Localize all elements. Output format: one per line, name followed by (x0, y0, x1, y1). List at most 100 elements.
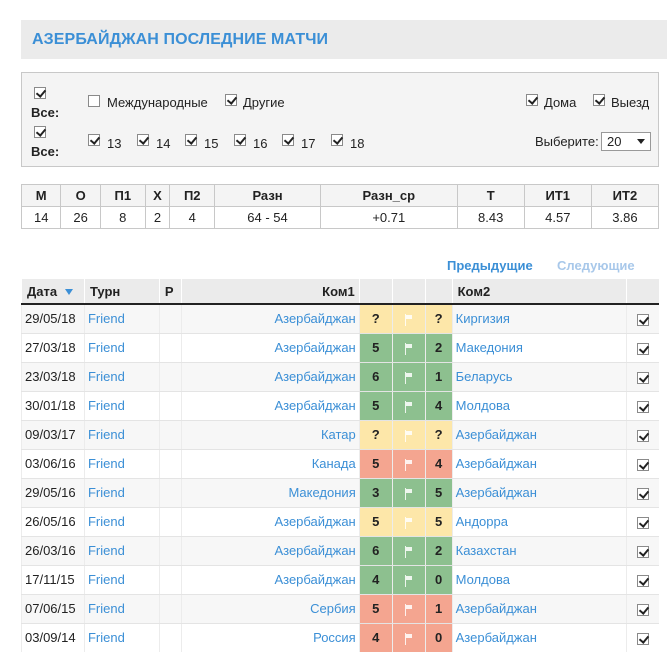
flag-cell[interactable] (391, 536, 426, 566)
flag-cell[interactable] (391, 333, 426, 363)
flag-cell[interactable] (391, 478, 426, 508)
team1-link[interactable]: Азербайджан (274, 543, 356, 558)
team2-link[interactable]: Беларусь (455, 369, 513, 384)
round-cell (158, 594, 182, 624)
col-team1[interactable]: Ком1 (180, 279, 360, 305)
team2-link[interactable]: Азербайджан (455, 485, 537, 500)
international-checkbox[interactable] (88, 95, 100, 107)
team2-link[interactable]: Азербайджан (455, 601, 537, 616)
away-checkbox[interactable] (593, 94, 605, 106)
row-checkbox[interactable] (637, 342, 650, 355)
flag-cell[interactable] (391, 420, 426, 450)
row-checkbox[interactable] (637, 429, 650, 442)
tournament-link[interactable]: Friend (87, 572, 125, 587)
tournament-link[interactable]: Friend (87, 311, 125, 327)
team1-link[interactable]: Македония (288, 485, 356, 500)
score2-cell: 2 (424, 536, 453, 566)
prev-page-link[interactable]: Предыдущие (447, 258, 533, 273)
count-select[interactable]: 20 (601, 132, 651, 151)
flag-cell[interactable] (391, 304, 426, 334)
year-checkbox-18[interactable] (331, 134, 343, 146)
table-row: 29/05/18 Friend Азербайджан?? Киргизия (21, 304, 659, 334)
year-checkbox-16[interactable] (234, 134, 246, 146)
table-row: 09/03/17 Friend Катар?? Азербайджан (21, 420, 659, 450)
flag-cell[interactable] (391, 391, 426, 421)
team2-link[interactable]: Молдова (455, 398, 510, 413)
tournament-link[interactable]: Friend (87, 630, 125, 645)
round-cell (158, 420, 182, 450)
flag-cell[interactable] (391, 507, 426, 537)
next-page-link[interactable]: Следующие (557, 258, 635, 273)
team1-link[interactable]: Азербайджан (274, 572, 356, 587)
year-checkbox-13[interactable] (88, 134, 100, 146)
team2-link[interactable]: Киргизия (455, 311, 510, 327)
team1-link[interactable]: Азербайджан (274, 398, 356, 413)
team1-link[interactable]: Катар (320, 427, 356, 442)
row-checkbox[interactable] (637, 458, 650, 471)
stats-header-row: М О П1 Х П2 Разн Разн_ср Т ИТ1 ИТ2 (20, 184, 660, 207)
team2-link[interactable]: Андорра (455, 514, 508, 529)
team1-link[interactable]: Азербайджан (274, 340, 356, 355)
team2-link[interactable]: Азербайджан (455, 427, 537, 442)
team2-link[interactable]: Казахстан (455, 543, 517, 558)
flag-cell[interactable] (391, 362, 426, 392)
team1-link[interactable]: Азербайджан (274, 514, 356, 529)
stats-header-cell: Разн (214, 184, 321, 207)
flag-cell[interactable] (391, 449, 426, 479)
row-checkbox[interactable] (637, 632, 650, 645)
round-cell (158, 391, 182, 421)
tournament-link[interactable]: Friend (87, 427, 125, 442)
home-checkbox[interactable] (526, 94, 538, 106)
row-checkbox[interactable] (637, 574, 650, 587)
other-checkbox[interactable] (225, 94, 237, 106)
stats-header-cell: Разн_ср (319, 184, 458, 207)
flag-cell[interactable] (391, 565, 426, 595)
col-date[interactable]: Дата (21, 279, 85, 305)
stats-header-cell: Х (144, 184, 171, 207)
score1-cell: 5 (358, 507, 393, 537)
row-checkbox[interactable] (637, 400, 650, 413)
year-checkbox-17[interactable] (282, 134, 294, 146)
tournament-link[interactable]: Friend (87, 398, 125, 413)
all-years-label: Все: (31, 144, 60, 159)
team1-link[interactable]: Россия (313, 630, 356, 645)
row-checkbox[interactable] (637, 545, 650, 558)
all-years-checkbox[interactable] (34, 126, 46, 138)
team2-link[interactable]: Македония (455, 340, 523, 355)
year-checkbox-15[interactable] (185, 134, 197, 146)
team1-link[interactable]: Азербайджан (274, 311, 356, 327)
home-label: Дома (544, 95, 577, 110)
col-r[interactable]: Р (158, 279, 182, 305)
year-label: 14 (156, 136, 171, 151)
col-turn[interactable]: Турн (83, 279, 160, 305)
flag-cell[interactable] (391, 594, 426, 624)
team2-link[interactable]: Азербайджан (455, 630, 537, 645)
row-checkbox[interactable] (637, 371, 650, 384)
stats-value-cell: 64 - 54 (214, 206, 321, 229)
tournament-link[interactable]: Friend (87, 543, 125, 558)
team2-link[interactable]: Азербайджан (455, 456, 537, 471)
stats-value-cell: 3.86 (590, 206, 660, 229)
tournament-link[interactable]: Friend (87, 485, 125, 500)
flag-icon (404, 458, 413, 471)
team1-link[interactable]: Азербайджан (274, 369, 356, 384)
team2-link[interactable]: Молдова (455, 572, 510, 587)
row-checkbox[interactable] (637, 313, 650, 326)
year-checkbox-14[interactable] (137, 134, 149, 146)
tournament-link[interactable]: Friend (87, 369, 125, 384)
tournament-link[interactable]: Friend (87, 514, 125, 529)
tournament-link[interactable]: Friend (87, 601, 125, 616)
tournament-link[interactable]: Friend (87, 340, 125, 355)
col-team2[interactable]: Ком2 (451, 279, 627, 305)
match-date: 03/06/16 (21, 449, 85, 479)
flag-cell[interactable] (391, 623, 426, 652)
all-types-checkbox[interactable] (34, 87, 46, 99)
match-date: 23/03/18 (21, 362, 85, 392)
team1-link[interactable]: Сербия (310, 601, 356, 616)
row-checkbox[interactable] (637, 487, 650, 500)
tournament-link[interactable]: Friend (87, 456, 125, 471)
row-checkbox[interactable] (637, 603, 650, 616)
row-checkbox[interactable] (637, 516, 650, 529)
team1-link[interactable]: Канада (311, 456, 356, 471)
table-row: 30/01/18 Friend Азербайджан 5 4 Молдова (21, 391, 659, 421)
